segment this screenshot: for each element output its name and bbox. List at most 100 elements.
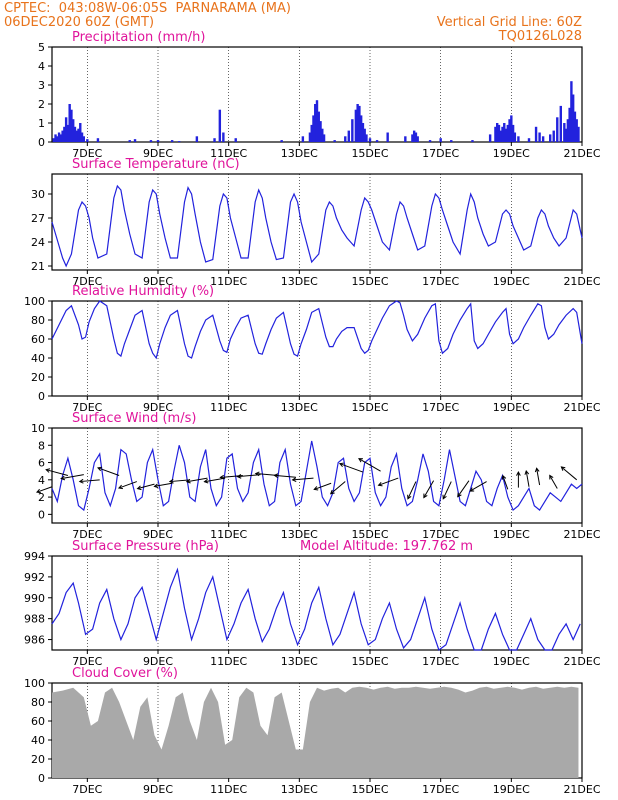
precip-bar <box>575 119 578 142</box>
wind-arrow-head <box>168 478 174 484</box>
precip-bar <box>213 138 216 142</box>
precip-bar <box>52 138 55 142</box>
precip-xtick-label: 19DEC <box>493 147 530 160</box>
precip-bar <box>356 104 359 142</box>
humidity-xtick-label: 19DEC <box>493 401 530 414</box>
wind-arrow-shaft <box>378 477 399 486</box>
wind-arrow-shaft <box>561 466 578 481</box>
pressure-line <box>51 567 581 651</box>
wind-arrow-head <box>273 473 279 478</box>
wind-arrow-head <box>377 481 383 487</box>
cloud-ytick-label: 0 <box>38 772 45 785</box>
wind-arrow-shaft <box>442 481 452 499</box>
precip-bar <box>577 126 580 142</box>
precip-bar <box>471 140 474 142</box>
precip-bar <box>552 130 555 142</box>
pressure-frame <box>51 555 583 651</box>
humidity-xtick-label: 7DEC <box>72 401 102 414</box>
precip-bar <box>414 132 418 142</box>
precip-bar <box>70 109 73 142</box>
wind-arrow-shaft <box>274 474 296 478</box>
temperature-xtick-label: 15DEC <box>351 275 388 288</box>
cloud-ytick-label: 100 <box>24 677 45 690</box>
precip-bar <box>195 136 199 142</box>
wind-ytick-label: 8 <box>38 439 45 452</box>
precip-bar <box>82 136 85 142</box>
wind-arrow-shaft <box>525 470 530 487</box>
precip-bar <box>359 115 363 142</box>
temperature-xtick-label: 11DEC <box>210 275 247 288</box>
precip-bar <box>347 130 350 142</box>
pressure-xtick-label: 17DEC <box>422 655 459 668</box>
wind-arrow-head <box>60 475 66 481</box>
header-location: CPTEC: 043:08W-06:05S PARNARAMA (MA) <box>4 1 291 16</box>
header-date: 06DEC2020 60Z (GMT) <box>4 15 155 30</box>
wind-arrow-head <box>291 477 297 482</box>
wind-arrow-head <box>219 474 225 480</box>
precip-bar <box>149 140 153 142</box>
header-grid-note: Vertical Grid Line: 60Z <box>436 15 582 30</box>
precip-bar <box>503 123 506 142</box>
precip-bar <box>428 140 432 142</box>
temperature-xtick-label: 13DEC <box>281 275 318 288</box>
precip-bar <box>416 136 419 142</box>
precip-bar <box>559 105 562 142</box>
precip-bar <box>368 138 372 142</box>
wind-ytick-label: 0 <box>38 508 45 521</box>
wind-xtick-label: 19DEC <box>493 528 530 541</box>
precip-bar <box>314 104 317 142</box>
precip-bar <box>72 119 75 142</box>
humidity-xtick-label: 13DEC <box>281 401 318 414</box>
precip-bar <box>564 128 568 142</box>
cloud-ytick-label: 80 <box>31 696 45 709</box>
pressure-xtick-label: 19DEC <box>493 655 530 668</box>
humidity-title: Relative Humidity (%) <box>72 284 214 299</box>
precip-bar <box>570 81 573 142</box>
temperature-xtick-label: 9DEC <box>143 275 173 288</box>
wind-arrow-shaft <box>118 481 137 489</box>
precip-bar <box>128 140 131 142</box>
precip-bar <box>527 138 531 142</box>
wind-arrow-head <box>457 492 462 498</box>
precip-bar <box>508 119 511 142</box>
precip-bar <box>73 126 77 142</box>
wind-arrow-shaft <box>154 482 173 487</box>
precip-bar <box>133 139 137 142</box>
cloud-ytick-label: 60 <box>31 715 45 728</box>
precip-bar <box>178 141 181 142</box>
wind-arrow-shaft <box>186 477 208 483</box>
wind-arrow-head <box>501 474 507 480</box>
wind-xtick-label: 21DEC <box>563 528 600 541</box>
pressure-annotation: Model Altitude: 197.762 m <box>300 539 473 554</box>
precip-bar <box>68 104 71 142</box>
wind-arrow-head <box>423 493 428 499</box>
humidity-frame <box>51 300 583 397</box>
precip-bar <box>494 126 497 142</box>
pressure-ytick-label: 994 <box>24 550 45 563</box>
precip-bar <box>354 109 358 142</box>
wind-arrow-head <box>524 469 530 475</box>
wind-title: Surface Wind (m/s) <box>72 411 196 426</box>
precip-bar <box>439 138 442 142</box>
pressure-xtick-label: 13DEC <box>281 655 318 668</box>
wind-arrow-shaft <box>314 482 332 490</box>
humidity-ytick-label: 100 <box>24 295 45 308</box>
cloud-xtick-label: 17DEC <box>422 783 459 796</box>
wind-arrow-shaft <box>502 475 509 490</box>
humidity-xtick-label: 17DEC <box>422 401 459 414</box>
humidity-ytick-label: 40 <box>31 352 45 365</box>
pressure-ytick-label: 990 <box>24 592 45 605</box>
precip-bar <box>511 124 515 142</box>
precip-bar <box>64 117 68 142</box>
wind-arrow-shaft <box>204 477 226 483</box>
wind-arrow-head <box>236 474 242 479</box>
wind-arrow-head <box>203 478 209 484</box>
wind-arrow-head <box>313 486 319 491</box>
temperature-xtick-label: 21DEC <box>563 275 600 288</box>
precip-bar <box>317 111 320 142</box>
wind-arrow-shaft <box>423 480 435 498</box>
wind-arrow-shaft <box>36 486 53 493</box>
wind-arrow-shaft <box>549 475 558 489</box>
precip-bar <box>506 124 509 142</box>
